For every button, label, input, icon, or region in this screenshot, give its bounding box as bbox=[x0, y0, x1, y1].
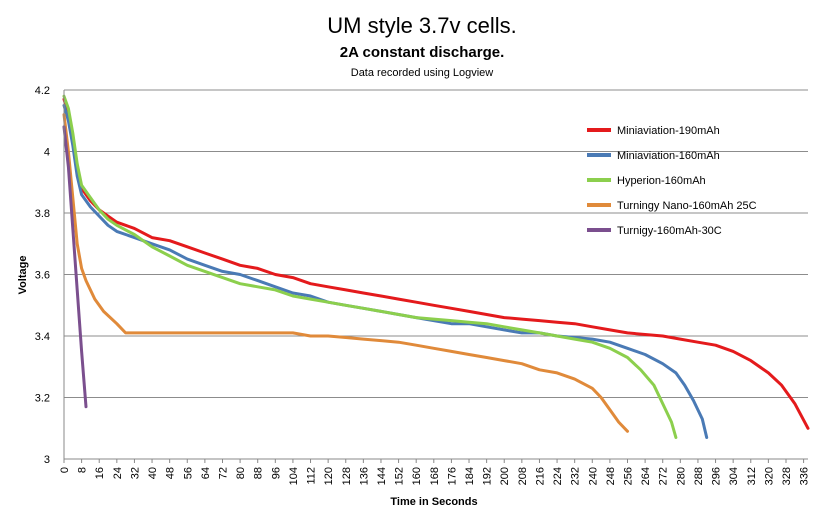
x-tick-label: 144 bbox=[376, 467, 388, 485]
x-tick-label: 288 bbox=[693, 467, 705, 485]
x-tick-label: 296 bbox=[711, 467, 723, 485]
x-tick-label: 208 bbox=[517, 467, 529, 485]
chart-subtitle: 2A constant discharge. bbox=[340, 44, 505, 61]
x-tick-label: 120 bbox=[323, 467, 335, 485]
chart-note: Data recorded using Logview bbox=[351, 67, 494, 79]
x-tick-label: 136 bbox=[358, 467, 370, 485]
chart-title: UM style 3.7v cells. bbox=[327, 13, 517, 38]
x-tick-label: 272 bbox=[658, 467, 670, 485]
y-tick-label: 4.2 bbox=[35, 85, 50, 97]
x-tick-label: 72 bbox=[217, 467, 229, 479]
x-tick-label: 336 bbox=[799, 467, 811, 485]
y-axis-ticks: 3 3.2 3.4 3.6 3.8 4 4.2 bbox=[35, 85, 50, 466]
x-tick-label: 56 bbox=[182, 467, 194, 479]
y-tick-label: 3.4 bbox=[35, 331, 50, 343]
x-tick-label: 64 bbox=[200, 467, 212, 479]
y-tick-label: 3.2 bbox=[35, 393, 50, 405]
x-tick-label: 16 bbox=[94, 467, 106, 479]
legend-label: Hyperion-160mAh bbox=[617, 175, 706, 187]
x-tick-label: 80 bbox=[235, 467, 247, 479]
x-tick-label: 320 bbox=[763, 467, 775, 485]
x-tick-label: 256 bbox=[623, 467, 635, 485]
x-tick-label: 40 bbox=[147, 467, 159, 479]
x-axis-label: Time in Seconds bbox=[390, 496, 477, 508]
x-tick-label: 0 bbox=[59, 467, 71, 473]
x-tick-label: 248 bbox=[605, 467, 617, 485]
x-tick-label: 32 bbox=[129, 467, 141, 479]
x-tick-label: 48 bbox=[165, 467, 177, 479]
x-tick-label: 328 bbox=[781, 467, 793, 485]
x-tick-label: 24 bbox=[112, 467, 124, 479]
gridlines bbox=[64, 89, 808, 398]
series-line bbox=[62, 97, 810, 430]
series-line bbox=[62, 113, 629, 433]
x-tick-label: 216 bbox=[534, 467, 546, 485]
y-tick-label: 3.8 bbox=[35, 208, 50, 220]
x-tick-label: 184 bbox=[464, 467, 476, 485]
legend-label: Miniaviation-190mAh bbox=[617, 125, 720, 137]
y-tick-label: 3.6 bbox=[35, 270, 50, 282]
x-tick-label: 104 bbox=[288, 467, 300, 485]
x-tick-label: 8 bbox=[77, 467, 89, 473]
x-tick-label: 240 bbox=[587, 467, 599, 485]
legend-label: Miniaviation-160mAh bbox=[617, 150, 720, 162]
x-tick-label: 280 bbox=[675, 467, 687, 485]
x-tick-label: 160 bbox=[411, 467, 423, 485]
legend-label: Turnigy-160mAh-30C bbox=[617, 225, 722, 237]
x-tick-label: 192 bbox=[482, 467, 494, 485]
x-tick-label: 88 bbox=[253, 467, 265, 479]
x-tick-label: 264 bbox=[640, 467, 652, 485]
x-tick-label: 232 bbox=[570, 467, 582, 485]
y-axis-label: Voltage bbox=[17, 256, 29, 295]
series-line bbox=[62, 125, 88, 409]
x-tick-label: 224 bbox=[552, 467, 564, 485]
x-tick-label: 304 bbox=[728, 467, 740, 485]
x-axis-ticks: 0 8 16 24 32 40 48 56 64 72 80 88 96 104 112 120 128 136 1… bbox=[59, 459, 811, 485]
x-tick-label: 168 bbox=[429, 467, 441, 485]
y-tick-label: 4 bbox=[44, 147, 50, 159]
x-tick-label: 128 bbox=[341, 467, 353, 485]
x-tick-label: 152 bbox=[394, 467, 406, 485]
series-lines bbox=[62, 94, 810, 439]
x-tick-label: 200 bbox=[499, 467, 511, 485]
series-line bbox=[62, 94, 678, 439]
x-tick-label: 312 bbox=[746, 467, 758, 485]
legend-label: Turningy Nano-160mAh 25C bbox=[617, 200, 757, 212]
y-tick-label: 3 bbox=[44, 454, 50, 466]
x-tick-label: 112 bbox=[306, 467, 318, 485]
legend: Miniaviation-190mAh Miniaviation-160mAh Hy… bbox=[587, 125, 757, 237]
x-tick-label: 96 bbox=[270, 467, 282, 479]
x-tick-label: 176 bbox=[446, 467, 458, 485]
